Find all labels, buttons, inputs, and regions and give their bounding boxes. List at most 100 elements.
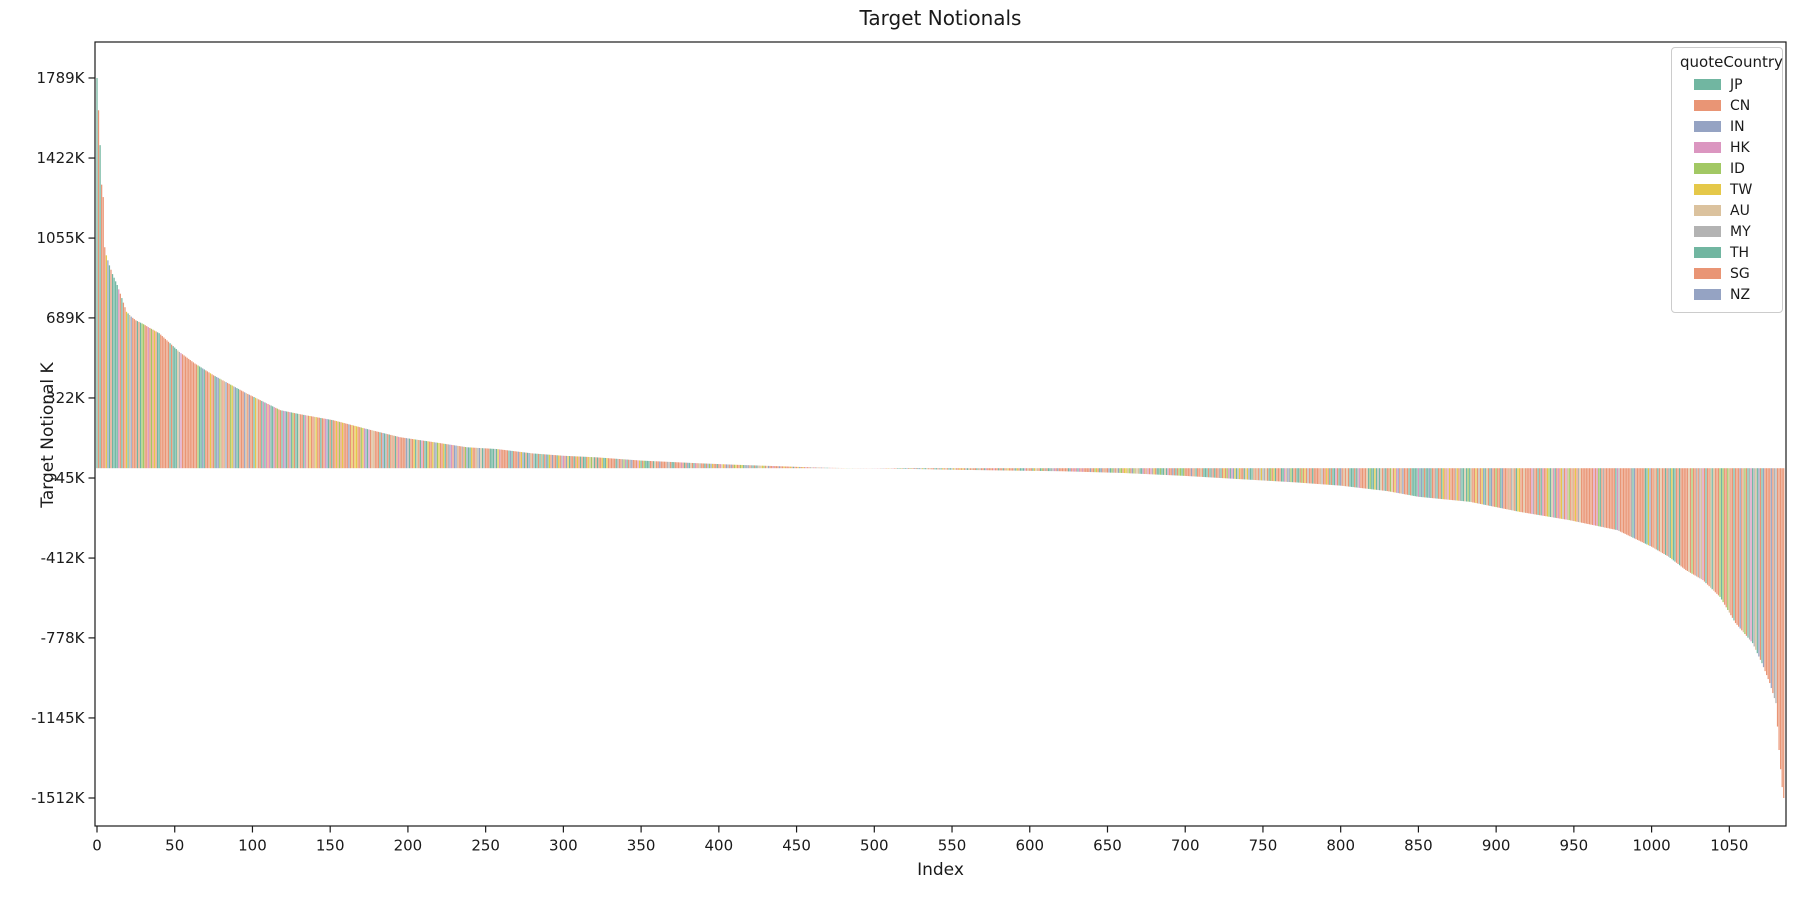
bar xyxy=(1237,468,1239,480)
bar xyxy=(1203,468,1205,478)
bar xyxy=(1276,468,1278,482)
bar xyxy=(1478,468,1480,504)
bar xyxy=(1462,468,1465,502)
bar xyxy=(1601,468,1603,527)
bar xyxy=(132,317,134,469)
bar xyxy=(1099,468,1101,473)
bar xyxy=(1405,468,1407,495)
bar xyxy=(1458,468,1460,501)
bar xyxy=(1119,468,1121,473)
bar xyxy=(696,463,698,469)
bar xyxy=(813,467,815,469)
bar xyxy=(1294,468,1297,483)
bar xyxy=(1433,468,1435,499)
bar xyxy=(418,439,420,469)
bar xyxy=(1422,468,1424,498)
bar xyxy=(1223,468,1225,479)
bar xyxy=(1150,468,1152,475)
bar xyxy=(394,436,397,469)
bar xyxy=(494,448,496,469)
bar xyxy=(1753,468,1755,647)
bar xyxy=(598,457,600,469)
bar xyxy=(758,465,760,469)
bar xyxy=(1377,468,1379,491)
bar xyxy=(921,468,924,470)
bar xyxy=(1554,468,1556,518)
bar xyxy=(1470,468,1472,503)
bar xyxy=(1136,468,1138,474)
bar xyxy=(385,433,387,469)
bar xyxy=(739,464,742,469)
bar xyxy=(1380,468,1382,491)
bar xyxy=(1368,468,1370,489)
bar xyxy=(937,468,939,470)
bar xyxy=(130,316,132,469)
bar xyxy=(264,402,266,469)
bar xyxy=(1004,468,1006,471)
bar xyxy=(1638,468,1640,541)
bar xyxy=(643,460,645,469)
bar xyxy=(603,457,605,469)
bar xyxy=(637,460,639,469)
bar xyxy=(1326,468,1328,485)
bar xyxy=(935,468,938,470)
bar xyxy=(286,411,288,469)
bar xyxy=(1068,468,1070,472)
legend-items: JP CN IN HK ID TW AU MY TH SG NZ xyxy=(1680,74,1774,305)
bar xyxy=(247,393,249,469)
bar xyxy=(216,376,218,469)
bar xyxy=(1560,468,1563,519)
bar xyxy=(539,453,541,469)
bar xyxy=(977,468,980,471)
bar xyxy=(1249,468,1252,480)
bar xyxy=(579,456,582,469)
bar xyxy=(1170,468,1172,476)
x-tick-label: 150 xyxy=(316,837,345,855)
bar xyxy=(124,307,126,469)
bar xyxy=(1155,468,1157,475)
bar xyxy=(761,465,763,469)
bar xyxy=(1484,468,1486,505)
bar xyxy=(144,325,146,469)
bar xyxy=(620,459,622,469)
bar xyxy=(1193,468,1196,477)
bar xyxy=(441,443,443,469)
bar xyxy=(1719,468,1721,597)
legend-swatch-icon xyxy=(1694,226,1721,237)
bar xyxy=(612,458,614,469)
bar xyxy=(1240,468,1242,480)
bar xyxy=(348,424,350,469)
bar xyxy=(1394,468,1396,493)
bar xyxy=(984,468,986,471)
bar xyxy=(811,467,813,469)
bar xyxy=(624,459,627,469)
bar xyxy=(1024,468,1026,471)
bar xyxy=(443,443,445,469)
bar xyxy=(1434,468,1437,499)
bar xyxy=(1055,468,1057,472)
bar xyxy=(1498,468,1500,508)
bar xyxy=(1029,468,1031,471)
bar xyxy=(642,460,644,469)
bar xyxy=(1158,468,1160,475)
bar xyxy=(1411,468,1413,496)
bar xyxy=(1629,468,1631,537)
bar xyxy=(715,463,717,469)
bar xyxy=(1366,468,1368,489)
bar xyxy=(996,468,998,471)
bar xyxy=(1239,468,1241,480)
bar xyxy=(1225,468,1227,479)
bar xyxy=(127,313,129,469)
bar xyxy=(1473,468,1475,503)
bar xyxy=(157,332,159,469)
bar xyxy=(211,374,213,469)
bar xyxy=(994,468,997,471)
bar xyxy=(1658,468,1660,552)
bar xyxy=(321,418,324,469)
bar xyxy=(1408,468,1410,496)
bar xyxy=(509,450,512,469)
y-axis-label: Target Notional K xyxy=(38,362,58,508)
bar xyxy=(956,468,958,470)
bar xyxy=(1455,468,1457,501)
bar xyxy=(1664,468,1667,555)
